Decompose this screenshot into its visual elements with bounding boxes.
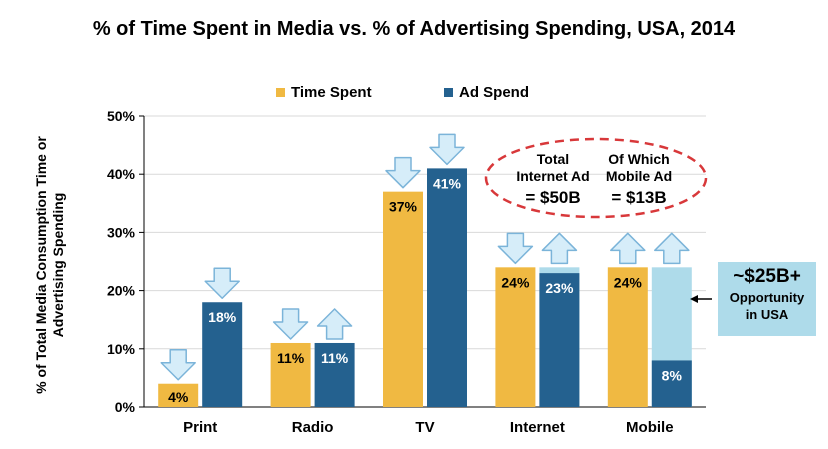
legend-swatch-ad-spend	[444, 88, 453, 97]
down-arrow-icon	[429, 133, 465, 166]
data-label: 41%	[433, 175, 462, 191]
up-arrow-icon	[316, 308, 353, 340]
data-label: 37%	[389, 199, 418, 215]
x-tick-label: Print	[183, 419, 217, 436]
down-arrow-icon	[385, 156, 421, 189]
bar-time-spent-internet	[495, 267, 536, 407]
x-tick-label: Mobile	[626, 419, 674, 436]
opportunity-arrow	[690, 295, 712, 303]
x-tick-label: Radio	[292, 419, 334, 436]
internet-total-line2: Internet Ad	[516, 168, 589, 184]
bars	[158, 168, 692, 407]
down-arrow-icon	[204, 267, 240, 299]
bar-ad-spend-radio	[314, 342, 355, 407]
internet-total-line1: Total	[537, 151, 569, 167]
y-tick-label: 20%	[107, 283, 136, 299]
mobile-total-line2: Mobile Ad	[606, 168, 672, 184]
data-label: 24%	[501, 274, 530, 290]
internet-ad-annotation: Total Internet Ad = $50B Of Which Mobile…	[484, 137, 708, 219]
labels: 0% 10% 20% 30% 40% 50% 4% 18% Print 11% 11% Radio 37…	[107, 108, 683, 436]
opportunity-box: ~$25B+ Opportunity in USA	[718, 262, 816, 336]
data-label: 23%	[545, 280, 574, 296]
legend-swatch-time-spent	[276, 88, 285, 97]
down-arrow-icon	[272, 308, 309, 340]
data-label: 11%	[321, 350, 349, 366]
legend-item-ad-spend: Ad Spend	[444, 84, 529, 101]
down-arrow-icon	[160, 348, 196, 381]
bar-time-spent-mobile	[607, 267, 648, 407]
arrows	[160, 133, 690, 381]
annotation-ellipse	[484, 137, 708, 219]
data-label: 8%	[662, 367, 683, 383]
bar-ad-spend-internet	[539, 273, 580, 407]
y-tick-label: 40%	[107, 166, 136, 182]
x-tick-label: Internet	[510, 419, 565, 436]
y-tick-label: 10%	[107, 341, 136, 357]
bar-time-spent-print	[158, 383, 199, 407]
opportunity-label-2: in USA	[745, 307, 789, 322]
bar-ad-spend-tv	[427, 168, 467, 407]
legend-label-time-spent: Time Spent	[291, 84, 372, 101]
chart-title: % of Time Spent in Media vs. % of Advert…	[92, 18, 736, 40]
bar-time-spent-tv	[383, 191, 423, 407]
y-tick-label: 0%	[115, 399, 136, 415]
data-label: 4%	[168, 389, 189, 405]
internet-total-line3: = $50B	[525, 188, 580, 207]
bar-ad-spend-mobile	[651, 360, 692, 407]
down-arrow-icon	[497, 232, 534, 265]
up-arrow-icon	[610, 232, 646, 265]
opportunity-arrow-head	[690, 295, 698, 303]
up-arrow-icon	[654, 232, 690, 265]
legend-item-time-spent: Time Spent	[276, 84, 372, 101]
opportunity-amount: ~$25B+	[733, 266, 801, 287]
opportunity-label-1: Opportunity	[729, 290, 805, 305]
up-arrow-icon	[541, 232, 578, 265]
y-tick-label: 50%	[107, 108, 136, 124]
legend-label-ad-spend: Ad Spend	[459, 84, 529, 101]
y-tick-label: 30%	[107, 224, 136, 240]
bar-time-spent-radio	[270, 342, 311, 407]
data-label: 11%	[277, 350, 305, 366]
data-label: 24%	[614, 274, 643, 290]
mobile-total-line3: = $13B	[611, 188, 666, 207]
data-label: 18%	[208, 309, 237, 325]
x-tick-label: TV	[415, 419, 434, 436]
bar-ad-spend-print	[202, 302, 243, 407]
mobile-total-line1: Of Which	[608, 151, 669, 167]
